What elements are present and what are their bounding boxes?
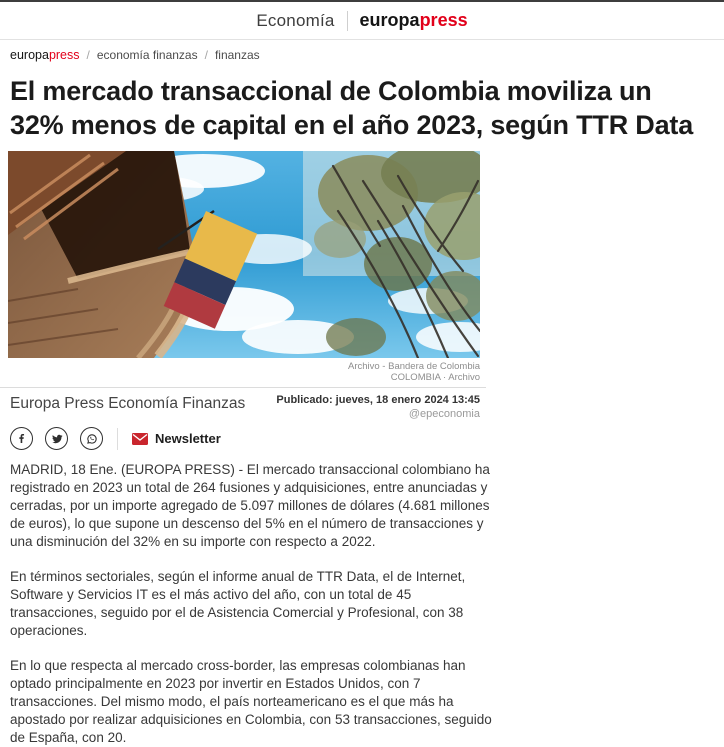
publish-meta: Publicado: jueves, 18 enero 2024 13:45 @… [276,393,480,421]
newsletter-label: Newsletter [155,431,221,446]
breadcrumb: europapress / economía finanzas / finanz… [0,40,724,68]
tree-foliage [314,151,480,356]
breadcrumb-separator: / [86,48,90,62]
social-divider [117,427,118,450]
twitter-share-button[interactable] [45,427,68,450]
publish-date: Publicado: jueves, 18 enero 2024 13:45 [276,394,480,406]
newsletter-envelope-icon [132,432,148,445]
article-headline: El mercado transaccional de Colombia mov… [10,76,694,140]
article-body: MADRID, 18 Ene. (EUROPA PRESS) - El merc… [0,451,724,747]
content-divider [0,387,486,388]
social-share-row: Newsletter [0,421,724,451]
hero-caption-line2: COLOMBIA · Archivo [390,372,480,383]
breadcrumb-home-link[interactable]: europapress [10,48,80,62]
brand-europa: europa [359,10,420,30]
article-paragraph-3: En lo que respecta al mercado cross-bord… [10,658,492,745]
breadcrumb-brand-press: press [48,48,80,62]
masthead-divider [346,10,348,31]
whatsapp-icon [86,433,97,444]
whatsapp-share-button[interactable] [80,427,103,450]
hero-image-colombian-flag [8,151,480,358]
hero-figure: Archivo - Bandera de Colombia COLOMBIA ·… [8,151,480,383]
twitter-handle-link[interactable]: @epeconomia [408,408,480,420]
masthead: Economía europapress [0,2,724,40]
byline-row: Europa Press Economía Finanzas Publicado… [0,388,486,421]
breadcrumb-brand-europa: europa [10,48,49,62]
tree-branches [331,164,480,358]
facebook-share-button[interactable] [10,427,33,450]
article-paragraph-1: MADRID, 18 Ene. (EUROPA PRESS) - El merc… [10,462,490,549]
building-facade [8,151,202,358]
byline-author: Europa Press Economía Finanzas [10,395,246,412]
colombia-flag [157,209,258,329]
breadcrumb-item-economia-finanzas[interactable]: economía finanzas [96,48,198,62]
masthead-section-link[interactable]: Economía [256,10,335,30]
hero-caption: Archivo - Bandera de Colombia COLOMBIA ·… [8,358,480,383]
newsletter-button[interactable]: Newsletter [132,431,221,446]
twitter-icon [51,434,63,443]
facebook-icon [19,433,25,444]
brand-press: press [419,10,468,30]
article-paragraph-2: En términos sectoriales, según el inform… [10,569,466,638]
breadcrumb-item-finanzas[interactable]: finanzas [214,48,260,62]
page-top-border [0,0,724,2]
breadcrumb-separator: / [204,48,208,62]
europapress-logo[interactable]: europapress [360,10,468,31]
hero-caption-line1: Archivo - Bandera de Colombia [347,361,480,372]
